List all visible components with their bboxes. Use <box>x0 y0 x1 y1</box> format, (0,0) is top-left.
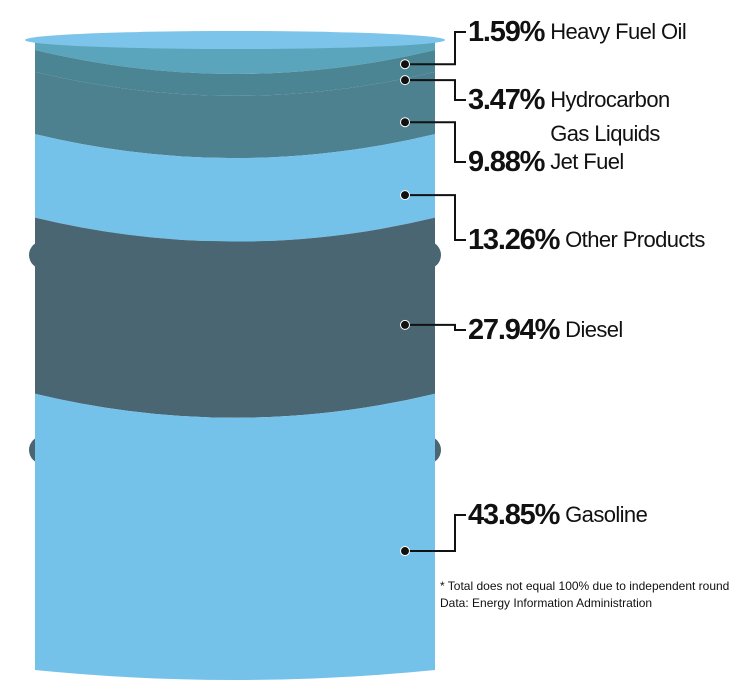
barrel-segment <box>35 134 435 242</box>
barrel-segment <box>35 40 435 75</box>
note-line: Data: Energy Information Administration <box>440 596 653 610</box>
value-label: 3.47% <box>468 84 545 116</box>
connector <box>405 31 466 66</box>
category-label: Other Products <box>565 227 705 252</box>
value-label: 43.85% <box>468 499 560 531</box>
dot <box>400 546 410 557</box>
value-label: 13.26% <box>468 224 560 256</box>
category-label: Jet Fuel <box>550 149 624 174</box>
category-label: Hydrocarbon Gas Liquids <box>550 87 670 146</box>
connector <box>405 194 466 241</box>
dot <box>400 190 410 201</box>
dot <box>400 59 410 70</box>
barrel-segment <box>35 50 435 96</box>
barrel-segment <box>35 393 435 680</box>
dot <box>400 319 410 330</box>
connectors <box>400 31 466 557</box>
barrel <box>25 31 445 680</box>
value-label: 1.59% <box>468 16 545 48</box>
connector <box>405 121 466 163</box>
category-label: Heavy Fuel Oil <box>550 19 687 44</box>
connector <box>405 514 466 553</box>
data-label: 13.26% Other Products <box>468 223 715 257</box>
data-label: 27.94% Diesel <box>468 313 715 347</box>
data-label: 9.88% Jet Fuel <box>468 145 700 179</box>
connector <box>405 79 466 101</box>
category-label: Diesel <box>565 317 623 342</box>
connector <box>405 323 466 331</box>
barrel-lid <box>25 31 445 49</box>
category-label: Gasoline <box>565 502 648 527</box>
barrel-segment <box>35 217 435 418</box>
dot <box>400 75 410 86</box>
data-label: 1.59% Heavy Fuel Oil <box>468 15 700 49</box>
barrel-segment <box>35 71 435 159</box>
data-label: 43.85% Gasoline <box>468 498 715 532</box>
footnote: * Total does not equal 100% due to indep… <box>440 578 730 612</box>
value-label: 27.94% <box>468 314 560 346</box>
dot <box>400 117 410 128</box>
data-label: 3.47% Hydrocarbon Gas Liquids <box>468 83 700 151</box>
note-line: * Total does not equal 100% due to indep… <box>440 579 730 593</box>
value-label: 9.88% <box>468 146 545 178</box>
